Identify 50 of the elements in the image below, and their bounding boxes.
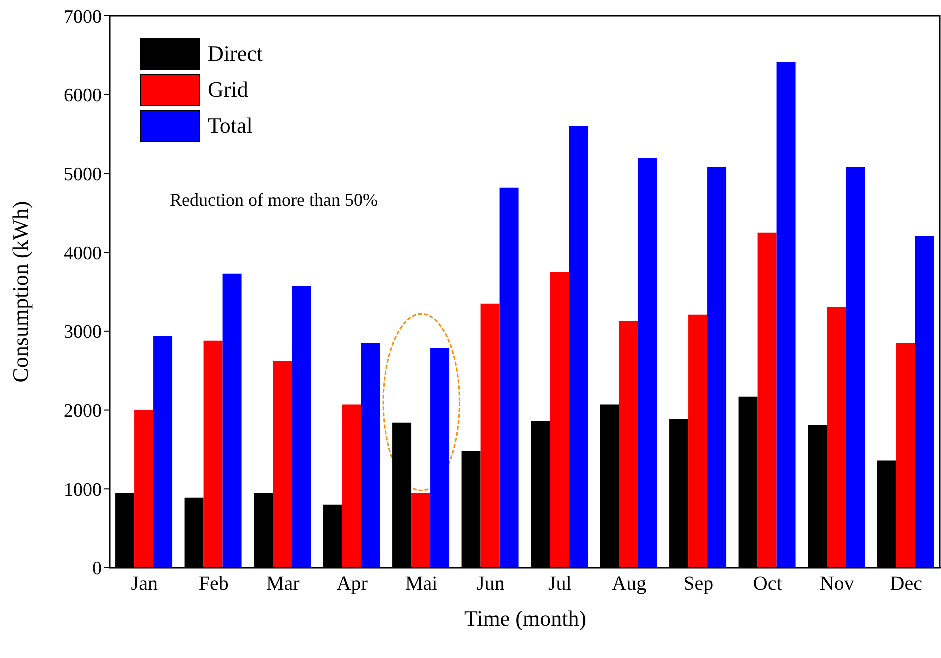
bar	[154, 336, 173, 568]
y-tick-label: 4000	[64, 243, 102, 264]
y-axis-title: Consumption (kWh)	[8, 201, 33, 383]
bar	[688, 314, 708, 568]
y-tick-label: 7000	[64, 6, 102, 28]
x-tick-label: Dec	[890, 573, 923, 596]
x-tick-label: Mai	[406, 573, 438, 596]
x-tick-label: Jul	[548, 573, 572, 596]
bar	[342, 404, 362, 568]
x-axis-title: Time (month)	[464, 606, 587, 631]
y-tick-label: 5000	[64, 164, 102, 186]
x-tick-label: Feb	[198, 573, 229, 596]
bar	[500, 188, 519, 568]
bar	[569, 126, 588, 568]
y-tick-label: 2000	[64, 401, 102, 422]
bar	[550, 272, 570, 568]
bar	[638, 158, 658, 568]
annotation: Reduction of more than 50%	[170, 190, 378, 210]
x-tick-label: Oct	[753, 573, 783, 596]
x-tick-label: Apr	[336, 573, 368, 596]
x-tick-label: Nov	[820, 573, 854, 596]
legend-label: Total	[208, 113, 253, 139]
bar	[619, 321, 638, 568]
y-tick-label: 6000	[64, 86, 102, 107]
bar	[758, 232, 777, 568]
legend-label: Direct	[208, 41, 263, 67]
bar	[480, 304, 500, 568]
x-tick-label: Aug	[612, 573, 647, 596]
y-tick-label: 3000	[64, 322, 102, 344]
bar	[273, 361, 292, 568]
x-tick-label: Jan	[131, 573, 158, 596]
bar	[827, 306, 846, 568]
x-tick-label: Jun	[476, 573, 505, 596]
bar	[896, 343, 916, 568]
bar	[134, 410, 154, 568]
bar	[222, 274, 242, 568]
bar	[776, 62, 796, 568]
bar	[915, 236, 934, 568]
bar	[846, 167, 866, 568]
x-tick-label: Sep	[684, 573, 714, 596]
bar	[292, 286, 312, 568]
bar	[361, 343, 380, 568]
y-tick-label: 1000	[64, 480, 102, 501]
y-tick-label: 0	[92, 558, 102, 580]
x-tick-label: Mar	[266, 573, 300, 596]
bar	[204, 340, 223, 568]
bar	[412, 493, 431, 568]
legend-label: Grid	[208, 77, 248, 103]
bar	[430, 348, 450, 568]
bar	[708, 167, 727, 568]
